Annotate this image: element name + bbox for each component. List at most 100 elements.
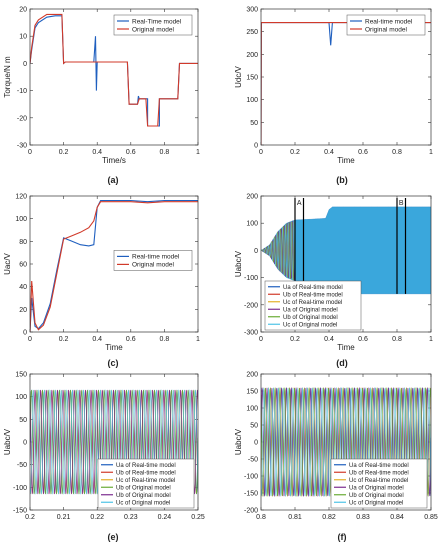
plot-frame (260, 8, 432, 146)
y-tick-label: 100 (15, 394, 27, 401)
y-tick-label: -200 (244, 302, 258, 309)
x-tick-label: 0.6 (126, 336, 136, 343)
y-tick-label: 0 (254, 248, 258, 255)
legend-entry: Ub of Original model (116, 493, 171, 499)
panel-label: (f) (338, 532, 347, 542)
y-tick-label: 0 (23, 61, 27, 68)
x-tick-label: 0.8 (392, 336, 402, 343)
y-axis-label: Uabc/V (234, 428, 243, 455)
y-tick-label: 10 (19, 34, 27, 41)
x-tick-label: 0 (28, 149, 32, 156)
y-axis-label: Uabc/V (234, 250, 243, 277)
x-tick-label: 1 (429, 149, 433, 156)
y-tick-label: 150 (15, 372, 27, 379)
series-line (30, 201, 198, 332)
legend-entry: Original model (132, 26, 174, 33)
y-tick-label: 60 (19, 262, 27, 269)
y-tick-label: 100 (15, 216, 27, 223)
legend-box (346, 14, 426, 36)
x-tick-label: 0.8 (160, 149, 170, 156)
x-axis-label: Time (105, 343, 123, 352)
y-tick-label: -10 (17, 88, 27, 95)
plot-frame (260, 373, 432, 511)
legend-entry: Uc of Original model (283, 323, 337, 329)
x-tick-label: 0.85 (424, 514, 438, 521)
legend-entry: Ub of Real-time model (116, 471, 176, 477)
y-tick-label: -50 (17, 462, 27, 469)
x-tick-label: 0.6 (126, 149, 136, 156)
x-axis-label: Time/s (102, 156, 126, 165)
panel-label: (e) (108, 532, 119, 542)
y-tick-label: -20 (17, 115, 27, 122)
x-tick-label: 0 (259, 149, 263, 156)
y-tick-label: -100 (13, 485, 27, 492)
x-axis-label: Time (337, 156, 355, 165)
x-tick-label: 0.82 (322, 514, 336, 521)
x-tick-label: 0 (28, 336, 32, 343)
y-tick-label: 200 (246, 194, 258, 201)
x-tick-label: 0.2 (59, 149, 69, 156)
y-axis-label: Uac/V (3, 252, 12, 274)
legend-entry: Original model (365, 26, 407, 33)
x-tick-label: 0.83 (356, 514, 370, 521)
x-tick-label: 0.8 (160, 336, 170, 343)
legend-box (97, 458, 195, 509)
y-tick-label: 0 (254, 143, 258, 150)
marker-label: A (297, 200, 302, 207)
y-tick-label: 0 (23, 330, 27, 337)
y-tick-label: -300 (244, 330, 258, 337)
x-axis-label: Time (337, 343, 355, 352)
legend: Ua of Real-time model Ub of Real-time mod… (97, 458, 195, 509)
x-tick-label: 0.23 (124, 514, 138, 521)
x-tick-label: 0 (259, 336, 263, 343)
plot-data (30, 199, 198, 332)
y-tick-label: 200 (246, 372, 258, 379)
legend-entry: Original model (132, 262, 174, 269)
y-tick-label: 80 (19, 239, 27, 246)
y-tick-label: 50 (19, 417, 27, 424)
plot-frame (29, 373, 199, 511)
plot-frame (29, 195, 199, 333)
plot-frame (260, 195, 432, 333)
panel-label: (a) (108, 175, 119, 185)
x-tick-label: 0.2 (290, 149, 300, 156)
x-tick-label: 0.4 (324, 149, 334, 156)
y-tick-label: 120 (15, 194, 27, 201)
legend-entry: Ua of Original model (349, 486, 404, 492)
x-tick-label: 0.22 (90, 514, 104, 521)
series-line (30, 389, 198, 495)
x-tick-label: 0.21 (57, 514, 71, 521)
y-axis-label: Uabc/V (3, 428, 12, 455)
legend-entry: Ub of Original model (116, 486, 171, 492)
y-tick-label: -100 (244, 275, 258, 282)
y-tick-label: 200 (246, 52, 258, 59)
x-tick-label: 0.8 (256, 514, 266, 521)
x-tick-label: 0.6 (358, 149, 368, 156)
legend-entry: Real-time model (365, 18, 413, 25)
y-tick-label: 100 (246, 221, 258, 228)
panel-label: (b) (336, 175, 348, 185)
series-line (30, 389, 198, 495)
x-tick-label: 0.6 (358, 336, 368, 343)
x-tick-label: 0.24 (158, 514, 172, 521)
x-tick-label: 0.84 (390, 514, 404, 521)
y-tick-label: 150 (246, 389, 258, 396)
chart-c: 0 0.2 0.4 0.6 0.8 1 0 20 40 60 80 100 120 Time Uac/V Re… (3, 194, 200, 369)
y-tick-label: 150 (246, 75, 258, 82)
y-tick-label: -50 (248, 457, 258, 464)
x-tick-label: 1 (429, 336, 433, 343)
chart-d: 0 0.2 0.4 0.6 0.8 1 -300 -200 -100 0 100 200 A B Time U… (234, 194, 433, 369)
legend-entry: Uc of Original model (349, 501, 403, 507)
x-tick-label: 0.8 (392, 149, 402, 156)
x-tick-label: 1 (196, 149, 200, 156)
x-tick-label: 0.25 (191, 514, 205, 521)
y-tick-label: 40 (19, 284, 27, 291)
legend-entry: Ub of Original model (349, 493, 404, 499)
y-tick-label: -200 (244, 508, 258, 515)
legend-entry: Ua of Real-time model (283, 285, 343, 291)
y-tick-label: 20 (19, 7, 27, 14)
legend-entry: Ua of Real-time model (349, 463, 409, 469)
panel-label: (c) (108, 358, 119, 368)
